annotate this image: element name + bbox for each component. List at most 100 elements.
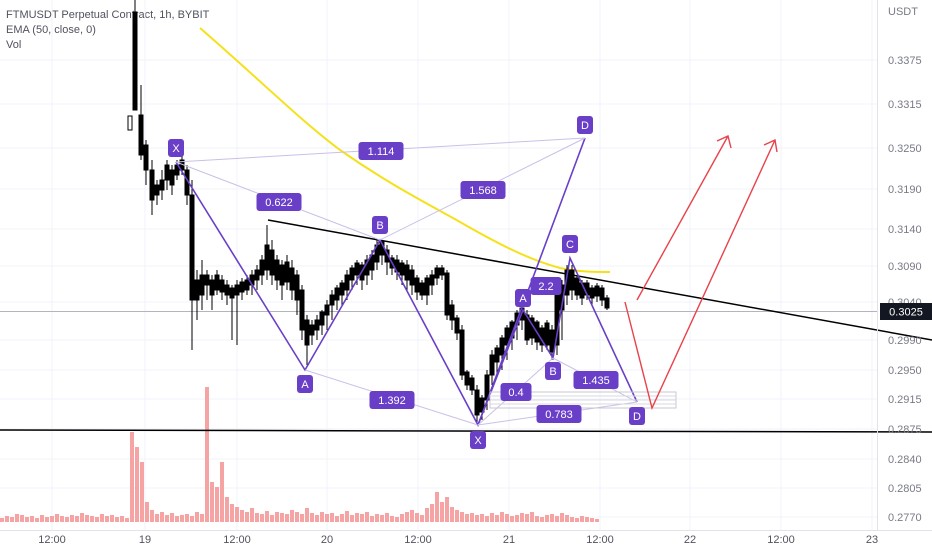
drawings[interactable] bbox=[0, 135, 932, 433]
time-tick-label: 21 bbox=[503, 534, 515, 546]
pattern-point-label[interactable]: A bbox=[515, 289, 531, 307]
volume-bar bbox=[250, 508, 254, 522]
ratio-badge bbox=[256, 193, 302, 211]
symbol-title[interactable]: FTMUSDT Perpetual Contract, 1h, BYBIT bbox=[6, 9, 210, 21]
price-tick-label: 0.2840 bbox=[888, 454, 922, 466]
projection-path-2[interactable] bbox=[624, 139, 776, 411]
pattern-point-label[interactable]: B bbox=[545, 362, 561, 380]
ratio-label[interactable]: 0.622 bbox=[256, 193, 302, 211]
volume-bar bbox=[125, 518, 129, 522]
volume-bar bbox=[240, 510, 244, 522]
pattern-point-label[interactable]: X bbox=[470, 431, 486, 449]
volume-bar bbox=[565, 515, 569, 522]
volume-bar bbox=[150, 510, 154, 522]
candle-down bbox=[439, 267, 445, 276]
ratio-label[interactable]: 1.435 bbox=[573, 371, 619, 389]
ratio-label[interactable]: 1.392 bbox=[369, 391, 415, 409]
volume-bar bbox=[345, 511, 349, 522]
candle-down bbox=[199, 274, 205, 296]
volume-bar bbox=[5, 516, 9, 522]
candle-down bbox=[274, 259, 280, 281]
candle-down bbox=[169, 169, 175, 186]
pattern-point-letter: A bbox=[519, 293, 527, 305]
candle-down bbox=[329, 294, 335, 306]
pattern-point-label[interactable]: D bbox=[577, 116, 593, 134]
volume-bar bbox=[135, 447, 139, 522]
pattern-point-label[interactable]: B bbox=[372, 216, 388, 234]
volume-bar bbox=[225, 497, 229, 522]
ratio-label[interactable]: 0.783 bbox=[536, 405, 582, 423]
volume-bar bbox=[400, 514, 404, 522]
candle-down bbox=[344, 274, 350, 291]
candle-down bbox=[154, 184, 160, 196]
ema-line bbox=[199, 27, 611, 273]
volume-bar bbox=[585, 517, 589, 522]
volume-bar bbox=[545, 515, 549, 522]
candle-down bbox=[424, 277, 430, 296]
time-axis[interactable]: 12:00 19 12:00 20 12:00 21 12:00 22 12:00 23 bbox=[38, 534, 878, 546]
ratio-label[interactable]: 1.568 bbox=[460, 181, 506, 199]
volume-bar bbox=[555, 516, 559, 522]
volume-bar bbox=[185, 514, 189, 522]
candle-down bbox=[214, 274, 220, 291]
pattern-point-label[interactable]: A bbox=[297, 375, 313, 393]
candle-down bbox=[239, 281, 245, 293]
pattern-labels[interactable]: X A B D X A B C D 1.114 0.622 1.568 1.392 2.2 0.4 1.435… bbox=[168, 116, 645, 449]
ratio-label[interactable]: 1.114 bbox=[358, 142, 404, 160]
candle-down bbox=[594, 285, 600, 297]
volume-bar bbox=[445, 497, 449, 522]
volume-bar bbox=[465, 514, 469, 522]
projection-path-1[interactable] bbox=[636, 135, 729, 301]
price-tick-label: 0.2915 bbox=[888, 394, 922, 406]
volume-bar bbox=[470, 513, 474, 522]
volume-bar bbox=[415, 513, 419, 522]
time-tick-label: 12:00 bbox=[38, 534, 66, 546]
pattern-point-badge bbox=[168, 139, 184, 157]
time-tick-label: 12:00 bbox=[767, 534, 795, 546]
volume-bar bbox=[285, 514, 289, 522]
volume-bar bbox=[210, 482, 214, 522]
candle-down bbox=[544, 322, 550, 346]
pattern-point-letter: X bbox=[474, 435, 482, 447]
volume-bar bbox=[290, 510, 294, 522]
pattern-point-label[interactable]: D bbox=[629, 407, 645, 425]
candle-down bbox=[224, 284, 230, 296]
volume-bar bbox=[140, 462, 144, 522]
volume-bar bbox=[530, 512, 534, 522]
ratio-value: 1.568 bbox=[469, 185, 497, 197]
ratio-label[interactable]: 2.2 bbox=[530, 277, 562, 295]
ratio-label[interactable]: 0.4 bbox=[500, 383, 532, 401]
support-line[interactable] bbox=[0, 429, 932, 433]
candle-down bbox=[574, 277, 580, 296]
candle-down bbox=[399, 262, 405, 276]
volume-bar bbox=[340, 514, 344, 522]
volume-bar bbox=[320, 512, 324, 522]
ratio-value: 0.622 bbox=[265, 197, 293, 209]
ema-legend[interactable]: EMA (50, close, 0) bbox=[6, 24, 96, 36]
pattern-point-label[interactable]: X bbox=[168, 139, 184, 157]
candle-down bbox=[569, 269, 575, 291]
volume-bar bbox=[540, 517, 544, 522]
candle-down bbox=[132, 11, 138, 111]
candle-down bbox=[143, 144, 149, 171]
ratio-value: 0.4 bbox=[508, 387, 523, 399]
volume-bar bbox=[575, 518, 579, 522]
volume-bar bbox=[550, 514, 554, 522]
volume-bar bbox=[105, 516, 109, 522]
candle-down bbox=[599, 287, 605, 301]
pattern-point-badge bbox=[297, 375, 313, 393]
candle-down bbox=[589, 287, 595, 299]
volume-bar bbox=[525, 514, 529, 522]
axes[interactable]: USDT bbox=[0, 0, 932, 531]
price-axis[interactable]: 0.3375 0.3315 0.3250 0.3190 0.3140 0.3090 0.30… bbox=[888, 55, 922, 524]
volume-bar bbox=[25, 517, 29, 522]
candle-down bbox=[194, 279, 200, 301]
volume-legend[interactable]: Vol bbox=[6, 39, 22, 51]
volume-bars bbox=[0, 387, 599, 522]
pattern-point-label[interactable]: C bbox=[562, 235, 578, 253]
time-tick-label: 22 bbox=[684, 534, 696, 546]
candle-down bbox=[459, 329, 465, 376]
candle-down bbox=[234, 284, 240, 296]
volume-bar bbox=[405, 512, 409, 522]
